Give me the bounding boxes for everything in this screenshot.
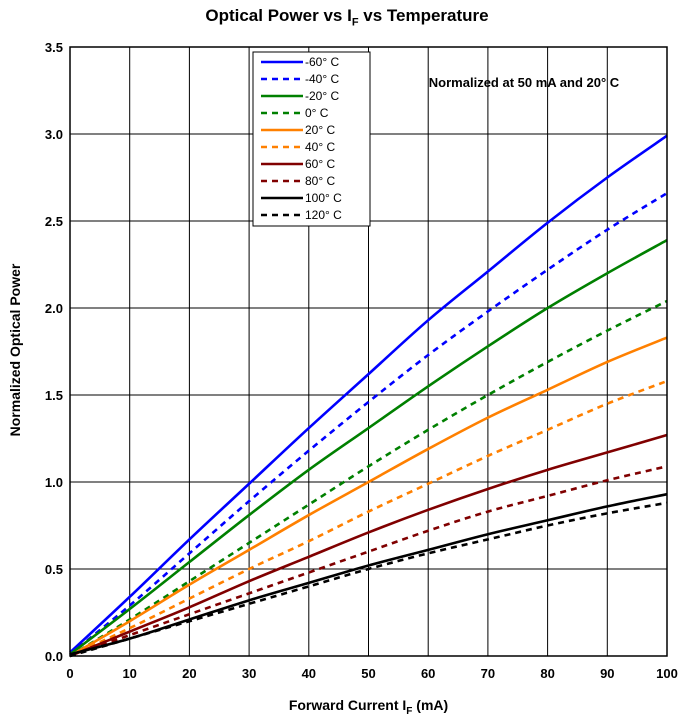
legend-label: -20° C (305, 89, 339, 103)
legend-label: 100° C (305, 191, 342, 205)
series-line-40c (69, 379, 668, 658)
normalization-note: Normalized at 50 mA and 20° C (429, 75, 620, 90)
x-tick-label: 40 (302, 666, 316, 681)
legend-label: 20° C (305, 123, 335, 137)
x-tick-label: 50 (361, 666, 375, 681)
series-line-100c (69, 492, 668, 656)
legend-label: -60° C (305, 55, 339, 69)
series-line-0c (69, 299, 668, 658)
series-line-20c (69, 336, 668, 658)
y-tick-label: 0.0 (45, 649, 63, 664)
x-tick-label: 80 (540, 666, 554, 681)
series-line-60c (69, 433, 668, 658)
series-line--60c (69, 134, 668, 654)
series-line--20c (69, 239, 668, 656)
y-tick-label: 0.5 (45, 562, 63, 577)
y-tick-label: 1.5 (45, 388, 63, 403)
legend-label: 120° C (305, 208, 342, 222)
x-tick-label: 90 (600, 666, 614, 681)
chart-title: Optical Power vs IF vs Temperature (205, 6, 489, 29)
legend: -60° C -40° C -20° C 0° C 20° C 40° C 60° C 80°… (252, 51, 371, 227)
y-tick-label: 1.0 (45, 475, 63, 490)
x-tick-label: 60 (421, 666, 435, 681)
legend-label: 40° C (305, 140, 335, 154)
x-tick-label: 100 (656, 666, 678, 681)
x-tick-label: 30 (242, 666, 256, 681)
x-tick-label: 70 (481, 666, 495, 681)
y-tick-label: 3.0 (45, 127, 63, 142)
x-tick-label: 0 (66, 666, 73, 681)
legend-label: 0° C (305, 106, 329, 120)
x-tick-label: 10 (122, 666, 136, 681)
y-tick-label: 2.5 (45, 214, 63, 229)
x-axis-label: Forward Current IF (mA) (288, 697, 449, 717)
y-tick-label: 2.0 (45, 301, 63, 316)
legend-label: -40° C (305, 72, 339, 86)
x-tick-label: 20 (182, 666, 196, 681)
y-tick-label: 3.5 (45, 40, 63, 55)
legend-label: 60° C (305, 157, 335, 171)
series-line-80c (69, 465, 668, 658)
series-lines (69, 134, 668, 658)
legend-label: 80° C (305, 174, 335, 188)
series-line--40c (69, 192, 668, 656)
tick-labels: 0 10 20 30 40 50 60 70 80 90 100 0.0 0.5 1.0 1.5 2.0 2.5… (45, 40, 678, 681)
plot-frame (69, 46, 668, 657)
series-line-120c (69, 501, 668, 658)
